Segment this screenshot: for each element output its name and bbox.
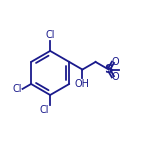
Text: Cl: Cl <box>12 84 22 94</box>
Text: Cl: Cl <box>45 30 55 40</box>
Text: OH: OH <box>75 79 90 89</box>
Text: S: S <box>104 63 113 76</box>
Text: O: O <box>112 57 119 67</box>
Text: O: O <box>112 72 119 82</box>
Text: Cl: Cl <box>40 105 49 115</box>
